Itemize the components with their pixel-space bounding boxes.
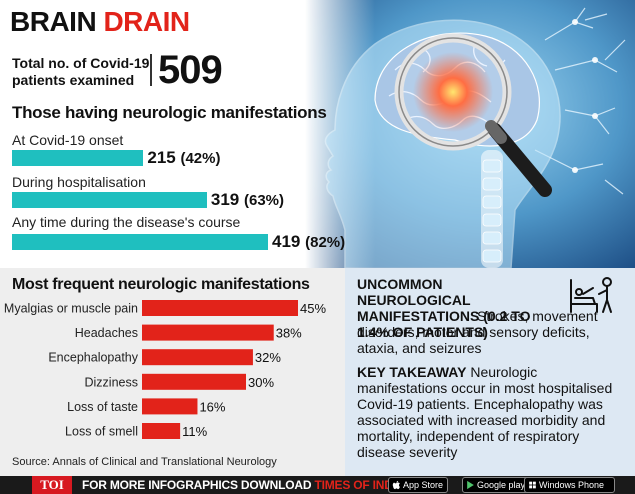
neurologic-count: 319 xyxy=(210,190,240,209)
neurologic-item-onset: At Covid-19 onset xyxy=(12,132,123,148)
value-label: 38% xyxy=(276,326,302,341)
bar xyxy=(142,398,198,415)
footer-promo: FOR MORE INFOGRAPHICS DOWNLOAD TIMES OF … xyxy=(82,478,431,492)
bar xyxy=(142,423,181,439)
value-label: 30% xyxy=(248,375,274,390)
neurologic-value: 319 (63%) xyxy=(211,190,284,210)
google-play-icon xyxy=(467,480,474,490)
neurologic-bar xyxy=(12,234,268,250)
brain-head-illustration xyxy=(305,0,635,268)
value-label: 32% xyxy=(255,350,281,365)
category-label: Loss of smell xyxy=(65,425,138,439)
neurologic-count: 215 xyxy=(147,148,176,167)
takeaway-heading: KEY TAKEAWAY xyxy=(357,364,467,380)
value-label: 16% xyxy=(199,399,225,414)
neurologic-percent: (82%) xyxy=(305,234,346,251)
store-label: App Store xyxy=(403,480,444,490)
neurologic-value: 419 (82%) xyxy=(272,232,345,252)
neurologic-bar xyxy=(12,192,207,208)
neurologic-count: 419 xyxy=(272,232,301,251)
footer-bar: TOI FOR MORE INFOGRAPHICS DOWNLOAD TIMES… xyxy=(0,476,635,494)
app-store-button[interactable]: App Store xyxy=(388,477,449,493)
category-label: Encephalopathy xyxy=(48,351,138,365)
value-label: 45% xyxy=(300,301,326,316)
neurologic-value: 215 (42%) xyxy=(147,148,220,168)
bar xyxy=(142,324,274,341)
info-panel: UNCOMMON NEUROLOGICAL MANIFESTATIONS (0.… xyxy=(345,268,635,476)
title-red-part: DRAIN xyxy=(103,6,190,37)
store-label: Google play xyxy=(477,480,526,490)
total-patients-value: 509 xyxy=(158,48,223,92)
manifestations-chart-panel: Most frequent neurologic manifestations … xyxy=(0,268,345,476)
bar xyxy=(142,300,298,316)
category-label: Headaches xyxy=(75,326,138,340)
google-play-button[interactable]: Google play xyxy=(462,477,531,493)
apple-icon xyxy=(392,480,400,490)
category-label: Dizziness xyxy=(85,375,139,389)
toi-logo: TOI xyxy=(32,476,72,494)
uncommon-description: Strokes, movement disorders, motor and s… xyxy=(357,308,598,356)
neurologic-percent: (42%) xyxy=(180,150,221,167)
page-title: BRAIN DRAIN xyxy=(10,6,190,38)
neurologic-heading: Those having neurologic manifestations xyxy=(12,103,327,122)
source-note: Source: Annals of Clinical and Translati… xyxy=(12,456,277,468)
neurologic-item-label: Any time during the disease's course xyxy=(12,214,241,230)
category-label: Loss of taste xyxy=(67,400,138,414)
windows-icon xyxy=(529,481,536,489)
neurologic-bar xyxy=(12,150,144,166)
manifestations-bar-chart: Myalgias or muscle pain 45% Headaches 38% En… xyxy=(4,300,326,439)
hospital-bed-patient-icon xyxy=(570,277,612,313)
category-label: Myalgias or muscle pain xyxy=(4,302,138,316)
neurologic-item-label: During hospitalisation xyxy=(12,174,146,190)
uncommon-text: Strokes, movement disorders, motor and s… xyxy=(357,308,629,356)
store-label: Windows Phone xyxy=(539,480,605,490)
takeaway-block: KEY TAKEAWAY Neurologic manifestations o… xyxy=(357,364,629,460)
total-patients-label: Total no. of Covid-19 patients examined xyxy=(12,55,150,88)
title-black-part: BRAIN xyxy=(10,6,97,37)
value-label: 11% xyxy=(182,424,207,439)
neurologic-item-label: At Covid-19 onset xyxy=(12,132,124,148)
neurologic-percent: (63%) xyxy=(244,192,285,209)
bar xyxy=(142,349,253,366)
windows-phone-button[interactable]: Windows Phone xyxy=(524,477,616,493)
total-divider xyxy=(150,54,152,86)
neurologic-item-hospitalisation: During hospitalisation xyxy=(12,174,146,190)
neurologic-item-disease-course: Any time during the disease's course xyxy=(12,214,240,230)
chart-title: Most frequent neurologic manifestations xyxy=(12,276,310,293)
header-panel: BRAIN DRAIN Total no. of Covid-19 patien… xyxy=(10,0,635,268)
bar xyxy=(142,373,246,390)
footer-promo-text: FOR MORE INFOGRAPHICS DOWNLOAD xyxy=(82,478,312,492)
uncommon-heading: UNCOMMON NEUROLOGICAL MANIFESTATIONS (0.… xyxy=(357,276,531,340)
takeaway-text: Neurologic manifestations occur in most … xyxy=(357,364,613,460)
